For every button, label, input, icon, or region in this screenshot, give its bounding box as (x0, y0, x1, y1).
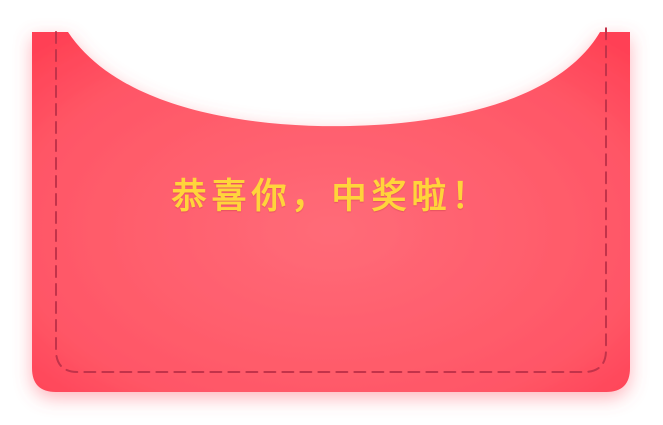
stitch-border (55, 25, 607, 373)
envelope-body (32, 32, 630, 392)
win-message: 恭喜你，中奖啦！ (171, 177, 492, 217)
